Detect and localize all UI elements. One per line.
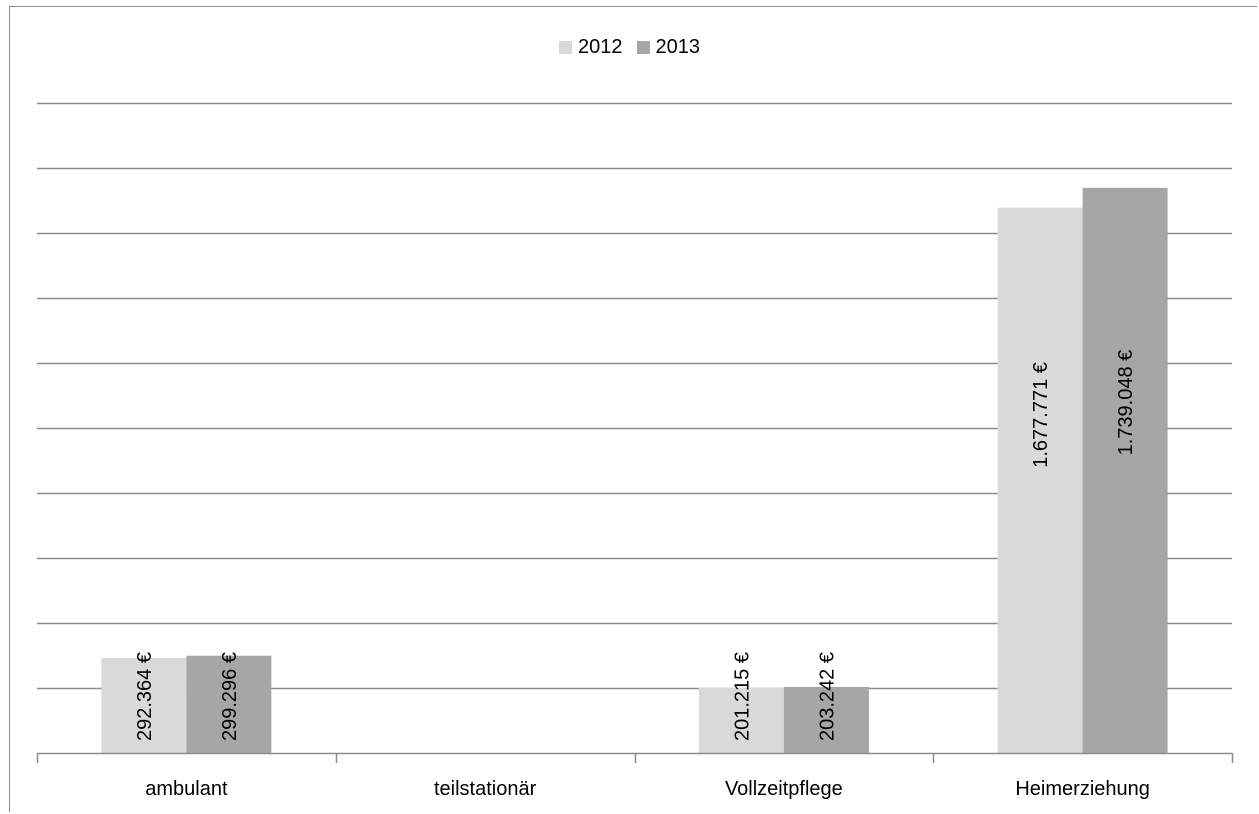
bar-2013-0: [186, 655, 272, 753]
legend-item-2012: 2012: [559, 36, 623, 59]
bar-2013-3: [1082, 187, 1168, 754]
data-label: 203.242 €: [816, 652, 838, 741]
legend-swatch-2012: [559, 41, 572, 54]
bar-2012-0: [101, 657, 187, 753]
x-tick-label: ambulant: [145, 778, 228, 800]
bar-2012-3: [997, 207, 1083, 753]
data-label: 292.364 €: [134, 652, 156, 741]
legend-swatch-2013: [636, 41, 650, 54]
x-tick-label: teilstationär: [434, 778, 537, 800]
bar-2012-2: [698, 687, 784, 753]
chart-frame: [9, 6, 1257, 812]
legend-label-2013: 2013: [655, 36, 701, 58]
data-label: 299.296 €: [219, 652, 241, 741]
legend-label-2012: 2012: [578, 36, 623, 58]
data-label: 1.677.771 €: [1030, 362, 1052, 468]
bar-2013-2: [783, 686, 869, 753]
x-tick-label: Heimerziehung: [1015, 778, 1150, 800]
data-label: 1.739.048 €: [1115, 350, 1137, 456]
data-label: 201.215 €: [731, 652, 753, 741]
legend-item-2013: 2013: [636, 36, 701, 59]
x-tick-label: Vollzeitpflege: [725, 778, 843, 800]
legend: 2012 2013: [0, 36, 1259, 59]
